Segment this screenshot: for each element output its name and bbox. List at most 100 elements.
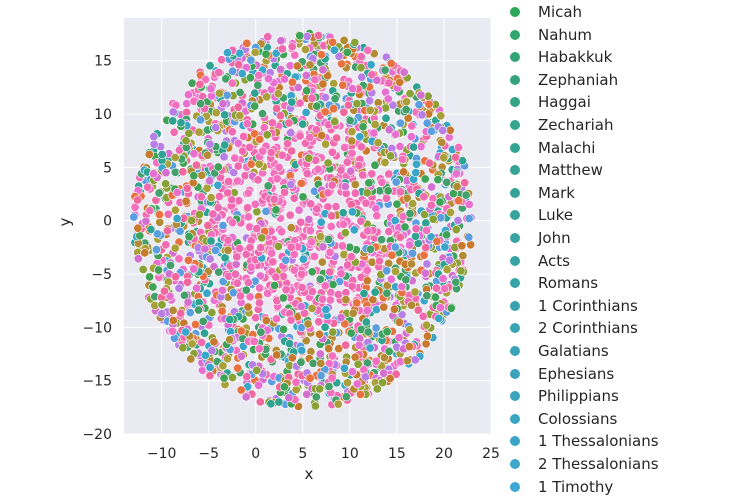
- data-point: [258, 146, 268, 156]
- data-point: [397, 282, 407, 292]
- data-point: [152, 245, 162, 255]
- data-point: [384, 227, 394, 237]
- data-point: [205, 254, 215, 264]
- x-tick-label: −5: [198, 446, 219, 462]
- data-point: [181, 136, 191, 146]
- data-point: [233, 138, 243, 148]
- data-point: [340, 143, 350, 153]
- data-point: [207, 346, 217, 356]
- data-point: [161, 168, 171, 178]
- data-point: [340, 182, 350, 192]
- data-point: [394, 317, 404, 327]
- data-point: [464, 232, 474, 242]
- data-point: [221, 74, 231, 84]
- legend-label: Malachi: [538, 138, 596, 157]
- x-tick-label: 20: [435, 446, 453, 462]
- data-point: [426, 200, 436, 210]
- data-point: [250, 199, 260, 209]
- legend-item: Colossians: [506, 408, 617, 430]
- legend-item: Mark: [506, 182, 575, 204]
- data-point: [157, 300, 167, 310]
- data-point: [450, 152, 460, 162]
- data-point: [235, 244, 245, 254]
- legend-item: Ephesians: [506, 363, 614, 385]
- data-point: [404, 342, 414, 352]
- data-point: [410, 287, 420, 297]
- data-point: [211, 108, 221, 118]
- data-point: [170, 243, 180, 253]
- y-tick-label: 10: [94, 107, 112, 123]
- data-point: [371, 356, 381, 366]
- legend-label: Micah: [538, 3, 583, 21]
- data-point: [427, 126, 437, 136]
- data-point: [425, 158, 435, 168]
- data-point: [169, 127, 179, 137]
- data-point: [390, 242, 400, 252]
- x-tick-labels: −10 −5 0 5 10 15 20 25: [147, 446, 500, 462]
- data-point: [272, 104, 282, 114]
- data-point: [391, 129, 401, 139]
- data-point: [310, 401, 320, 411]
- data-point: [166, 260, 176, 270]
- data-point: [315, 384, 325, 394]
- data-point: [196, 115, 206, 125]
- data-point: [457, 241, 467, 251]
- data-point: [287, 146, 297, 156]
- data-point: [383, 94, 393, 104]
- data-point: [186, 354, 196, 364]
- data-point: [362, 305, 372, 315]
- legend-marker: [510, 233, 520, 243]
- data-point: [332, 133, 342, 143]
- data-point: [270, 280, 280, 290]
- data-point: [316, 50, 326, 60]
- data-point: [402, 193, 412, 203]
- data-point: [346, 252, 356, 262]
- data-point: [417, 110, 427, 120]
- data-point: [366, 60, 376, 70]
- data-point: [364, 178, 374, 188]
- data-point: [422, 291, 432, 301]
- y-tick-labels: −20 −15 −10 −5 0 5 10 15: [82, 54, 112, 443]
- data-point: [228, 66, 238, 76]
- legend-marker: [510, 481, 520, 492]
- data-point: [346, 166, 356, 176]
- data-point: [223, 245, 233, 255]
- data-point: [205, 176, 215, 186]
- legend-marker: [510, 300, 520, 311]
- data-point: [129, 212, 139, 222]
- data-point: [333, 289, 343, 299]
- data-point: [377, 235, 387, 245]
- legend-label: Zephaniah: [538, 70, 619, 89]
- data-point: [217, 55, 227, 65]
- data-point: [218, 285, 228, 295]
- data-point: [308, 358, 318, 368]
- data-point: [155, 210, 165, 220]
- data-point: [191, 160, 201, 170]
- data-point: [211, 245, 221, 255]
- data-point: [317, 131, 327, 141]
- data-point: [185, 308, 195, 318]
- data-point: [269, 194, 279, 204]
- data-point: [402, 356, 412, 366]
- legend-item: Zephaniah: [506, 69, 618, 91]
- data-point: [315, 274, 325, 284]
- y-tick-label: 15: [94, 54, 112, 70]
- data-point: [301, 108, 311, 118]
- data-point: [316, 371, 326, 381]
- data-point: [200, 244, 210, 254]
- data-point: [146, 225, 156, 235]
- legend-item: Luke: [506, 204, 573, 226]
- data-point: [352, 99, 362, 109]
- data-point: [168, 326, 178, 336]
- legend-marker: [510, 391, 520, 402]
- data-point: [329, 45, 339, 55]
- data-point: [278, 293, 288, 303]
- data-point: [223, 354, 233, 364]
- data-point: [338, 219, 348, 229]
- data-point: [272, 174, 282, 184]
- legend-marker: [510, 459, 520, 469]
- data-point: [218, 361, 228, 371]
- data-point: [365, 343, 375, 353]
- data-point: [325, 267, 335, 277]
- data-point: [271, 314, 281, 324]
